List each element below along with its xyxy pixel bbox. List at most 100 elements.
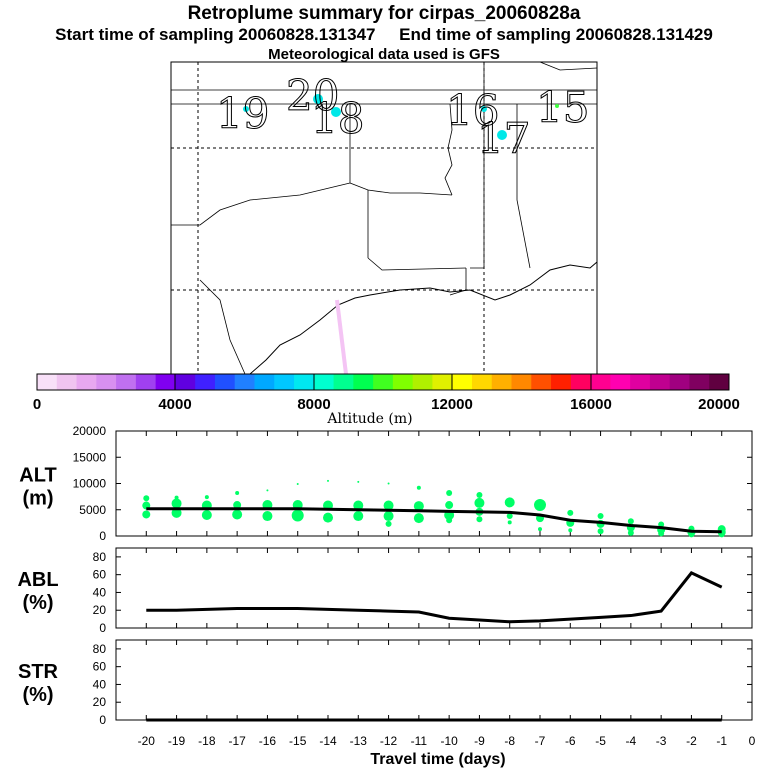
y-tick-label: 20 bbox=[93, 695, 107, 709]
series-line bbox=[146, 571, 723, 624]
y-tick-label: 20000 bbox=[73, 424, 107, 438]
altitude-bubble bbox=[262, 511, 273, 522]
altitude-bubble bbox=[476, 516, 483, 523]
altitude-bubble bbox=[327, 479, 329, 482]
panel-title: ALT bbox=[19, 465, 56, 487]
plume-marker bbox=[313, 94, 323, 104]
x-tick-label: 0 bbox=[749, 734, 756, 748]
altitude-bubble bbox=[445, 501, 454, 510]
altitude-bubble bbox=[233, 501, 242, 510]
colorbar-swatch bbox=[195, 374, 216, 390]
x-tick-label: -12 bbox=[380, 734, 398, 748]
panel-alt: 0 5000 10000 15000 20000 ALT(m) bbox=[19, 424, 753, 543]
altitude-bubble bbox=[416, 485, 421, 490]
altitude-bubble bbox=[385, 520, 392, 527]
colorbar-swatch bbox=[669, 374, 690, 390]
colorbar-swatch bbox=[511, 374, 532, 390]
colorbar-swatch bbox=[56, 374, 78, 390]
plume-marker bbox=[497, 130, 507, 140]
series-line bbox=[146, 507, 722, 534]
y-tick-label: 5000 bbox=[79, 503, 106, 517]
panel-title: STR bbox=[18, 661, 59, 683]
colorbar-swatch bbox=[491, 374, 513, 390]
colorbar-swatch bbox=[155, 374, 176, 390]
x-tick-label: -19 bbox=[168, 734, 186, 748]
x-tick-label: -1 bbox=[716, 734, 727, 748]
y-tick-label: 0 bbox=[99, 529, 106, 543]
altitude-bubble bbox=[476, 492, 483, 499]
colorbar-tick: 16000 bbox=[570, 396, 612, 413]
altitude-bubble bbox=[143, 495, 150, 502]
altitude-bubble bbox=[506, 513, 513, 520]
colorbar-swatch bbox=[353, 374, 374, 390]
end-time-label: End time of sampling 20060828.131429 bbox=[399, 25, 713, 44]
plume-marker bbox=[555, 104, 559, 108]
colorbar-tick: 12000 bbox=[431, 396, 473, 413]
met-data-label: Meteorological data used is GFS bbox=[268, 46, 500, 63]
altitude-bubble bbox=[446, 517, 453, 524]
altitude-bubble bbox=[413, 501, 424, 512]
x-tick-label: -20 bbox=[138, 734, 156, 748]
colorbar-ticks: 0 4000 8000 12000 16000 20000 bbox=[33, 396, 740, 413]
y-tick-label: 60 bbox=[93, 568, 107, 582]
colorbar-swatch bbox=[294, 374, 315, 390]
altitude-colorbar: 0 4000 8000 12000 16000 20000 Altitude (… bbox=[33, 373, 740, 427]
x-tick-label: -3 bbox=[656, 734, 667, 748]
date-label: 16 bbox=[446, 86, 499, 135]
altitude-bubble bbox=[204, 495, 209, 500]
altitude-bubble bbox=[597, 513, 604, 520]
x-tick-label: -16 bbox=[259, 734, 277, 748]
altitude-bubble bbox=[353, 511, 364, 522]
y-tick-label: 80 bbox=[93, 642, 107, 656]
y-tick-label: 20 bbox=[93, 603, 107, 617]
plume-marker bbox=[331, 107, 341, 117]
colorbar-swatch bbox=[590, 374, 611, 390]
altitude-bubble bbox=[474, 497, 485, 508]
y-tick-label: 0 bbox=[99, 713, 106, 727]
altitude-bubble bbox=[232, 509, 243, 520]
colorbar-swatch bbox=[551, 374, 572, 390]
y-tick-label: 80 bbox=[93, 550, 107, 564]
state-borders bbox=[171, 62, 597, 375]
x-tick-label: -4 bbox=[626, 734, 637, 748]
date-label: 19 bbox=[216, 89, 269, 138]
colorbar-swatch bbox=[610, 374, 631, 390]
colorbar-tick: 20000 bbox=[698, 396, 740, 413]
colorbar-tick: 4000 bbox=[158, 396, 191, 413]
altitude-bubble bbox=[353, 500, 364, 511]
colorbar-swatch bbox=[630, 374, 651, 390]
retroplume-track bbox=[335, 299, 348, 375]
panel-title: ABL bbox=[17, 569, 58, 591]
colorbar-swatches bbox=[37, 374, 730, 390]
altitude-bubble bbox=[413, 513, 424, 524]
date-labels: 19 20 18 16 17 15 bbox=[216, 71, 590, 164]
altitude-bubble bbox=[446, 489, 453, 496]
colorbar-swatch bbox=[709, 374, 730, 390]
colorbar-swatch bbox=[135, 374, 157, 390]
plume-marker bbox=[481, 106, 487, 112]
x-tick-label: -7 bbox=[535, 734, 546, 748]
altitude-bubble bbox=[383, 500, 394, 511]
great-lakes-shore bbox=[539, 61, 598, 71]
altitude-bubble bbox=[171, 498, 182, 509]
time-series-panels: 05000100001500020000ALT(m)020406080ABL(%… bbox=[17, 424, 755, 748]
x-tick-label: -8 bbox=[504, 734, 515, 748]
colorbar-swatch bbox=[373, 374, 394, 390]
x-tick-label: -14 bbox=[319, 734, 337, 748]
x-tick-label: -10 bbox=[440, 734, 458, 748]
panel-frame bbox=[115, 547, 753, 629]
altitude-bubble bbox=[504, 497, 515, 508]
altitude-bubble bbox=[171, 507, 182, 518]
y-tick-label: 60 bbox=[93, 660, 107, 674]
altitude-bubble bbox=[266, 489, 269, 492]
colorbar-swatch bbox=[432, 374, 453, 390]
colorbar-tick: 8000 bbox=[297, 396, 330, 413]
colorbar-swatch bbox=[234, 374, 255, 390]
altitude-bubble bbox=[291, 509, 304, 522]
colorbar-swatch bbox=[531, 374, 552, 390]
altitude-bubble bbox=[323, 512, 333, 523]
plume-marker bbox=[243, 106, 249, 112]
colorbar-swatch bbox=[37, 374, 58, 390]
altitude-bubble bbox=[507, 520, 512, 525]
x-axis-label: Travel time (days) bbox=[370, 751, 505, 768]
